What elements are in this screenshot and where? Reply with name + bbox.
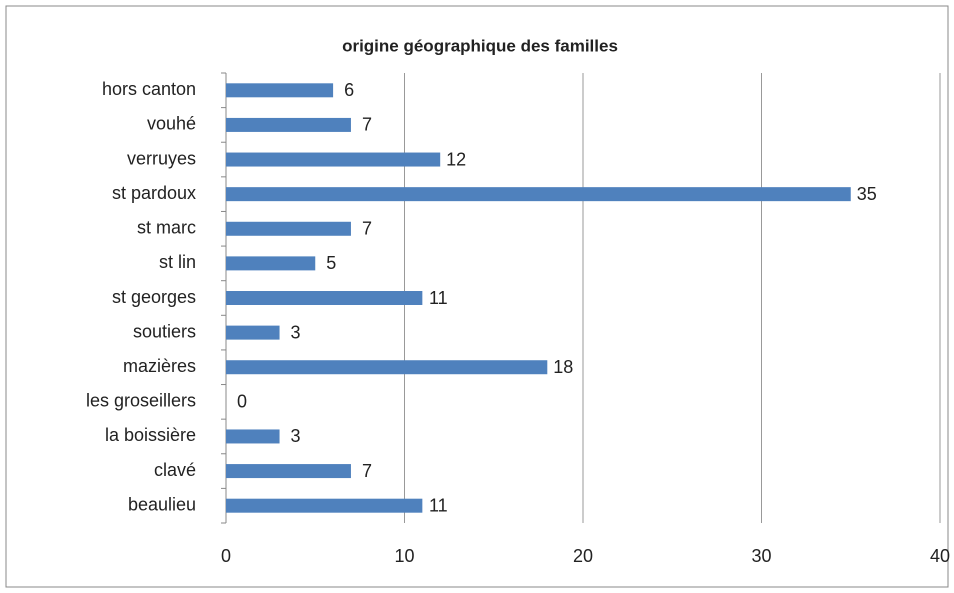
bar xyxy=(226,291,423,305)
bar xyxy=(226,429,280,444)
bar xyxy=(226,498,423,513)
bar xyxy=(226,325,280,340)
y-tick-label: mazières xyxy=(123,356,196,376)
value-label: 11 xyxy=(429,495,448,515)
y-tick-label: vouhé xyxy=(147,114,196,134)
y-tick-label: st marc xyxy=(137,218,196,238)
value-label: 5 xyxy=(326,253,336,273)
x-tick-label: 30 xyxy=(751,546,771,566)
y-tick-label: verruyes xyxy=(127,148,196,168)
x-tick-label: 40 xyxy=(930,546,950,566)
value-label: 7 xyxy=(362,115,372,135)
y-tick-label: les groseillers xyxy=(86,391,196,411)
value-label: 3 xyxy=(291,322,301,342)
y-tick-label: st pardoux xyxy=(112,183,196,203)
value-label: 0 xyxy=(237,392,247,412)
y-tick-label: soutiers xyxy=(133,321,196,341)
y-tick-label: clavé xyxy=(154,460,196,480)
bar xyxy=(226,464,351,479)
value-label: 11 xyxy=(429,288,448,308)
bar xyxy=(226,83,334,98)
value-label: 3 xyxy=(291,426,301,446)
bar xyxy=(226,187,851,202)
y-tick-label: st lin xyxy=(159,252,196,272)
chart-frame xyxy=(5,5,949,588)
value-label: 7 xyxy=(362,219,372,239)
value-label: 6 xyxy=(344,80,354,100)
value-label: 12 xyxy=(446,149,466,169)
bar xyxy=(226,360,548,375)
bar xyxy=(226,221,351,236)
y-tick-label: beaulieu xyxy=(128,494,196,514)
value-label: 7 xyxy=(362,461,372,481)
bar xyxy=(226,152,441,167)
value-label: 18 xyxy=(553,357,573,377)
bar xyxy=(226,256,316,271)
y-tick-label: la boissière xyxy=(105,425,196,445)
y-tick-label: hors canton xyxy=(102,79,196,99)
x-tick-label: 10 xyxy=(394,546,414,566)
chart-title: origine géographique des familles xyxy=(342,36,618,55)
x-tick-label: 20 xyxy=(573,546,593,566)
bar xyxy=(226,117,351,132)
y-tick-label: st georges xyxy=(112,287,196,307)
value-label: 35 xyxy=(857,184,877,204)
x-tick-label: 0 xyxy=(221,546,231,566)
